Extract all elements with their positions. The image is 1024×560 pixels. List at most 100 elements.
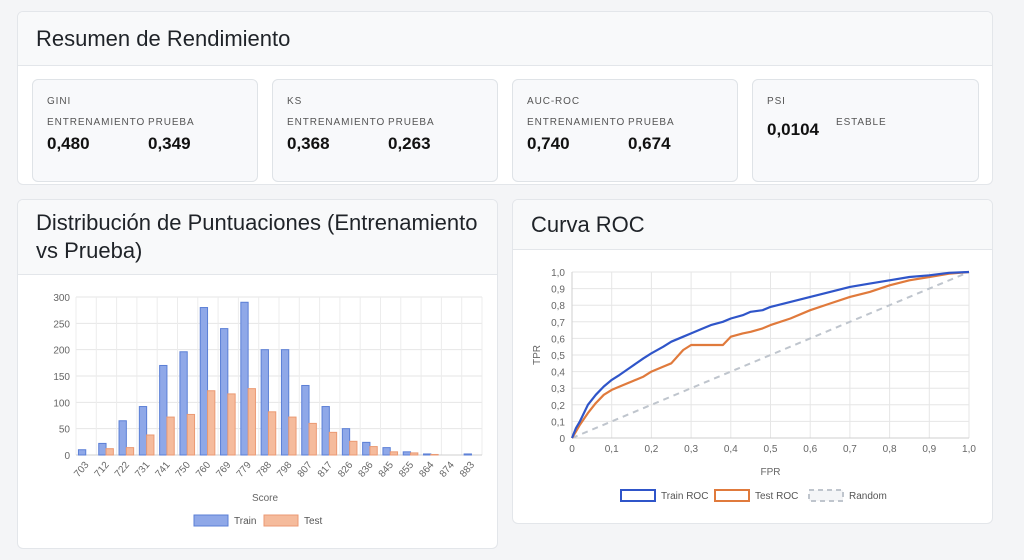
bar-test [146, 434, 155, 456]
y-tick-label: 0,4 [551, 368, 565, 379]
bar-test [247, 388, 256, 456]
y-tick-label: 0,3 [551, 384, 565, 395]
x-tick-label: 0,4 [724, 444, 738, 455]
x-tick-label: 0,7 [843, 444, 857, 455]
x-tick-label: 1,0 [962, 444, 976, 455]
legend-swatch-train [193, 514, 229, 527]
x-tick-label: 883 [458, 460, 477, 480]
x-tick-label: 750 [174, 460, 193, 480]
y-tick-label: 150 [53, 372, 70, 383]
y-tick-label: 100 [53, 398, 70, 409]
y-tick-label: 0,1 [551, 417, 565, 428]
distribution-title: Distribución de Puntuaciones (Entrenamie… [36, 210, 478, 263]
x-tick-label: 703 [72, 460, 91, 480]
x-tick-label: 0,9 [922, 444, 936, 455]
bar-test [328, 431, 338, 456]
bar-train [179, 351, 188, 456]
y-tick-label: 250 [53, 319, 70, 330]
x-tick-label: 807 [296, 460, 315, 480]
bar-test [288, 416, 297, 456]
legend-label-random: Random [849, 491, 887, 502]
bar-train [98, 442, 107, 456]
bar-train [402, 451, 412, 456]
gini-metric-card: GINI ENTRENAMIENTO PRUEBA 0,480 0,349 [32, 79, 258, 182]
bar-test [389, 451, 399, 456]
x-tick-label: 836 [356, 460, 375, 480]
bar-train [260, 349, 269, 456]
psi-status-label: ESTABLE [836, 117, 887, 128]
roc-curve-card: Curva ROC 0 0,1 0,2 0,3 0,4 0,5 0,6 0,7 0,8 0,9 1,… [512, 199, 993, 524]
x-tick-label: 845 [377, 460, 396, 480]
x-tick-label: 760 [194, 460, 213, 480]
auc-metric-card: AUC-ROC ENTRENAMIENTO PRUEBA 0,740 0,674 [512, 79, 738, 182]
x-tick-label: 0,5 [764, 444, 778, 455]
auc-train-label: ENTRENAMIENTO [527, 117, 626, 128]
x-tick-label: 788 [255, 460, 274, 480]
x-tick-label: 731 [133, 460, 152, 480]
x-tick-label: 722 [113, 460, 132, 480]
legend-swatch-test [263, 514, 299, 527]
y-tick-label: 300 [53, 293, 70, 304]
x-tick-label: 855 [397, 460, 416, 480]
legend-label-train: Train [234, 516, 256, 527]
bar-train [159, 364, 168, 456]
y-tick-label: 50 [59, 425, 71, 436]
distribution-header: Distribución de Puntuaciones (Entrenamie… [18, 200, 497, 275]
legend-swatch-test-roc [714, 489, 750, 502]
bar-train [240, 301, 249, 456]
y-tick-label: 0,8 [551, 301, 565, 312]
ks-label: KS [287, 96, 303, 107]
bar-test [410, 452, 419, 456]
bar-train [463, 453, 472, 456]
auc-label: AUC-ROC [527, 96, 580, 107]
x-tick-label: 0,3 [684, 444, 698, 455]
summary-header: Resumen de Rendimiento [18, 12, 992, 66]
bar-train [362, 441, 371, 456]
ks-metric-card: KS ENTRENAMIENTO PRUEBA 0,368 0,263 [272, 79, 498, 182]
x-tick-label: 0,1 [605, 444, 619, 455]
bar-test [349, 440, 358, 456]
y-tick-label: 1,0 [551, 268, 565, 279]
bar-train [199, 307, 209, 456]
x-tick-label: 741 [153, 460, 172, 480]
y-tick-label: 0,9 [551, 285, 565, 296]
bar-test [207, 390, 216, 456]
roc-line-train-roc [570, 270, 970, 439]
y-tick-label: 0,7 [551, 318, 565, 329]
ks-test-value: 0,263 [388, 134, 431, 153]
roc-chart: 0 0,1 0,2 0,3 0,4 0,5 0,6 0,7 0,8 0,9 1,0 0 0,1 0,2 0,… [532, 268, 976, 502]
gini-test-value: 0,349 [148, 134, 191, 153]
ks-test-label: PRUEBA [388, 117, 435, 128]
roc-header: Curva ROC [513, 200, 992, 250]
bar-train [138, 406, 148, 456]
auc-test-label: PRUEBA [628, 117, 675, 128]
bar-test [186, 413, 196, 456]
performance-summary-card: Resumen de Rendimiento GINI ENTRENAMIENT… [17, 11, 993, 185]
bar-train [301, 384, 310, 456]
psi-label: PSI [767, 96, 786, 107]
bar-test [308, 422, 317, 456]
x-tick-label: 0,2 [644, 444, 658, 455]
bar-test [166, 416, 175, 456]
auc-train-value: 0,740 [527, 134, 570, 153]
bar-test [430, 453, 439, 456]
bar-train [321, 406, 330, 456]
x-tick-label: 826 [336, 460, 355, 480]
x-tick-label: 712 [93, 460, 112, 480]
psi-metric-card: PSI 0,0104 ESTABLE [752, 79, 979, 182]
gini-label: GINI [47, 96, 72, 107]
score-distribution-card: Distribución de Puntuaciones (Entrenamie… [17, 199, 498, 549]
bar-train [423, 453, 432, 456]
y-tick-label: 0 [64, 451, 70, 462]
y-tick-label: 0 [559, 434, 565, 445]
x-tick-label: 0 [569, 444, 575, 455]
bar-test [125, 447, 135, 456]
gini-train-value: 0,480 [47, 134, 90, 153]
y-tick-label: 0,2 [551, 401, 565, 412]
psi-value: 0,0104 [767, 120, 819, 139]
y-axis-title: TPR [532, 345, 543, 365]
bar-test [105, 448, 114, 456]
y-tick-label: 0,5 [551, 351, 565, 362]
bar-train [382, 447, 391, 456]
